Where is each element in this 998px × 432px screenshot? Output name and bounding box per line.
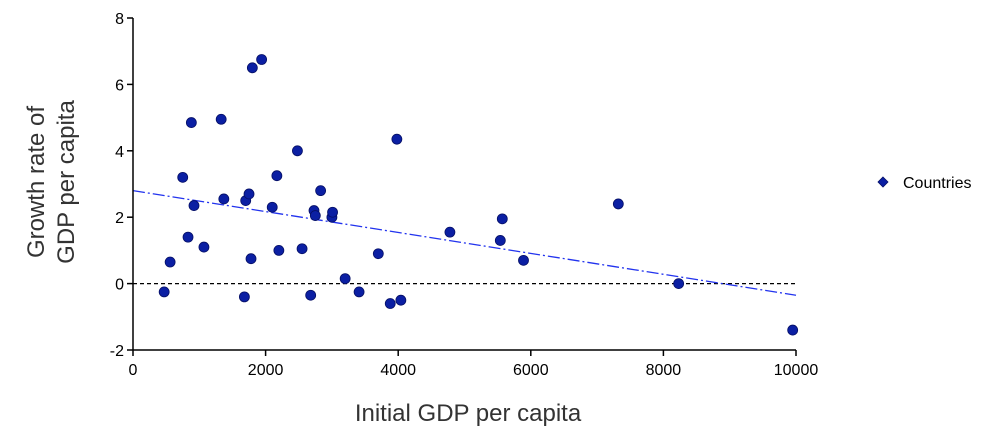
data-point [673,278,685,290]
data-point [256,54,268,65]
data-point [315,185,327,197]
data-point [158,286,170,298]
data-point [494,235,506,246]
data-point [327,206,338,218]
plot-area [132,54,799,336]
x-axis: 0 2000 4000 6000 8000 10000 [129,349,819,379]
legend: Countries [877,175,971,192]
data-point [185,117,197,128]
trend-line [132,189,797,296]
y-ticks: -2 0 2 4 6 8 [110,11,133,360]
data-point [444,226,456,238]
x-tick-label: 8000 [646,362,682,379]
data-point [243,188,255,200]
data-point [246,62,258,74]
data-point [296,243,308,255]
y-axis-title-line-1: Growth rate of [23,106,50,258]
data-point [188,200,200,211]
data-point [271,170,283,182]
data-point [164,256,176,268]
legend-label-countries: Countries [903,175,971,192]
y-axis: -2 0 2 4 6 8 [110,11,134,360]
x-tick-label: 4000 [380,362,416,379]
data-point [787,324,799,336]
data-point [305,289,317,301]
x-axis-title: Initial GDP per capita [355,400,582,427]
x-ticks: 0 2000 4000 6000 8000 10000 [129,350,819,379]
legend-marker-countries [877,176,889,188]
y-tick-label: 2 [115,210,124,227]
data-point [198,241,210,253]
x-tick-label: 2000 [248,362,284,379]
data-point [372,248,384,260]
data-point [384,298,396,309]
data-point [182,231,194,243]
data-point [292,145,303,157]
data-point [612,198,624,210]
data-point [496,213,508,225]
y-axis-title-line-2: GDP per capita [53,100,80,264]
data-point [238,291,250,303]
y-tick-label: 6 [115,77,124,94]
data-point [215,113,227,125]
data-point [395,294,407,306]
data-point [518,254,529,266]
x-tick-label: 10000 [774,362,819,379]
x-tick-label: 0 [129,362,138,379]
data-point [391,133,403,145]
data-point [353,286,365,298]
y-tick-label: -2 [110,343,124,360]
y-axis-title: Growth rate of GDP per capita [23,100,80,264]
data-point [177,171,189,183]
data-point [309,210,321,221]
y-tick-label: 4 [115,144,124,161]
y-tick-label: 0 [115,277,124,294]
data-point [339,273,351,285]
data-point [266,201,278,213]
data-point [273,244,285,256]
x-tick-label: 6000 [513,362,549,379]
y-tick-label: 8 [115,11,124,28]
data-point [218,193,230,205]
data-points [158,54,799,336]
data-point [245,253,257,265]
